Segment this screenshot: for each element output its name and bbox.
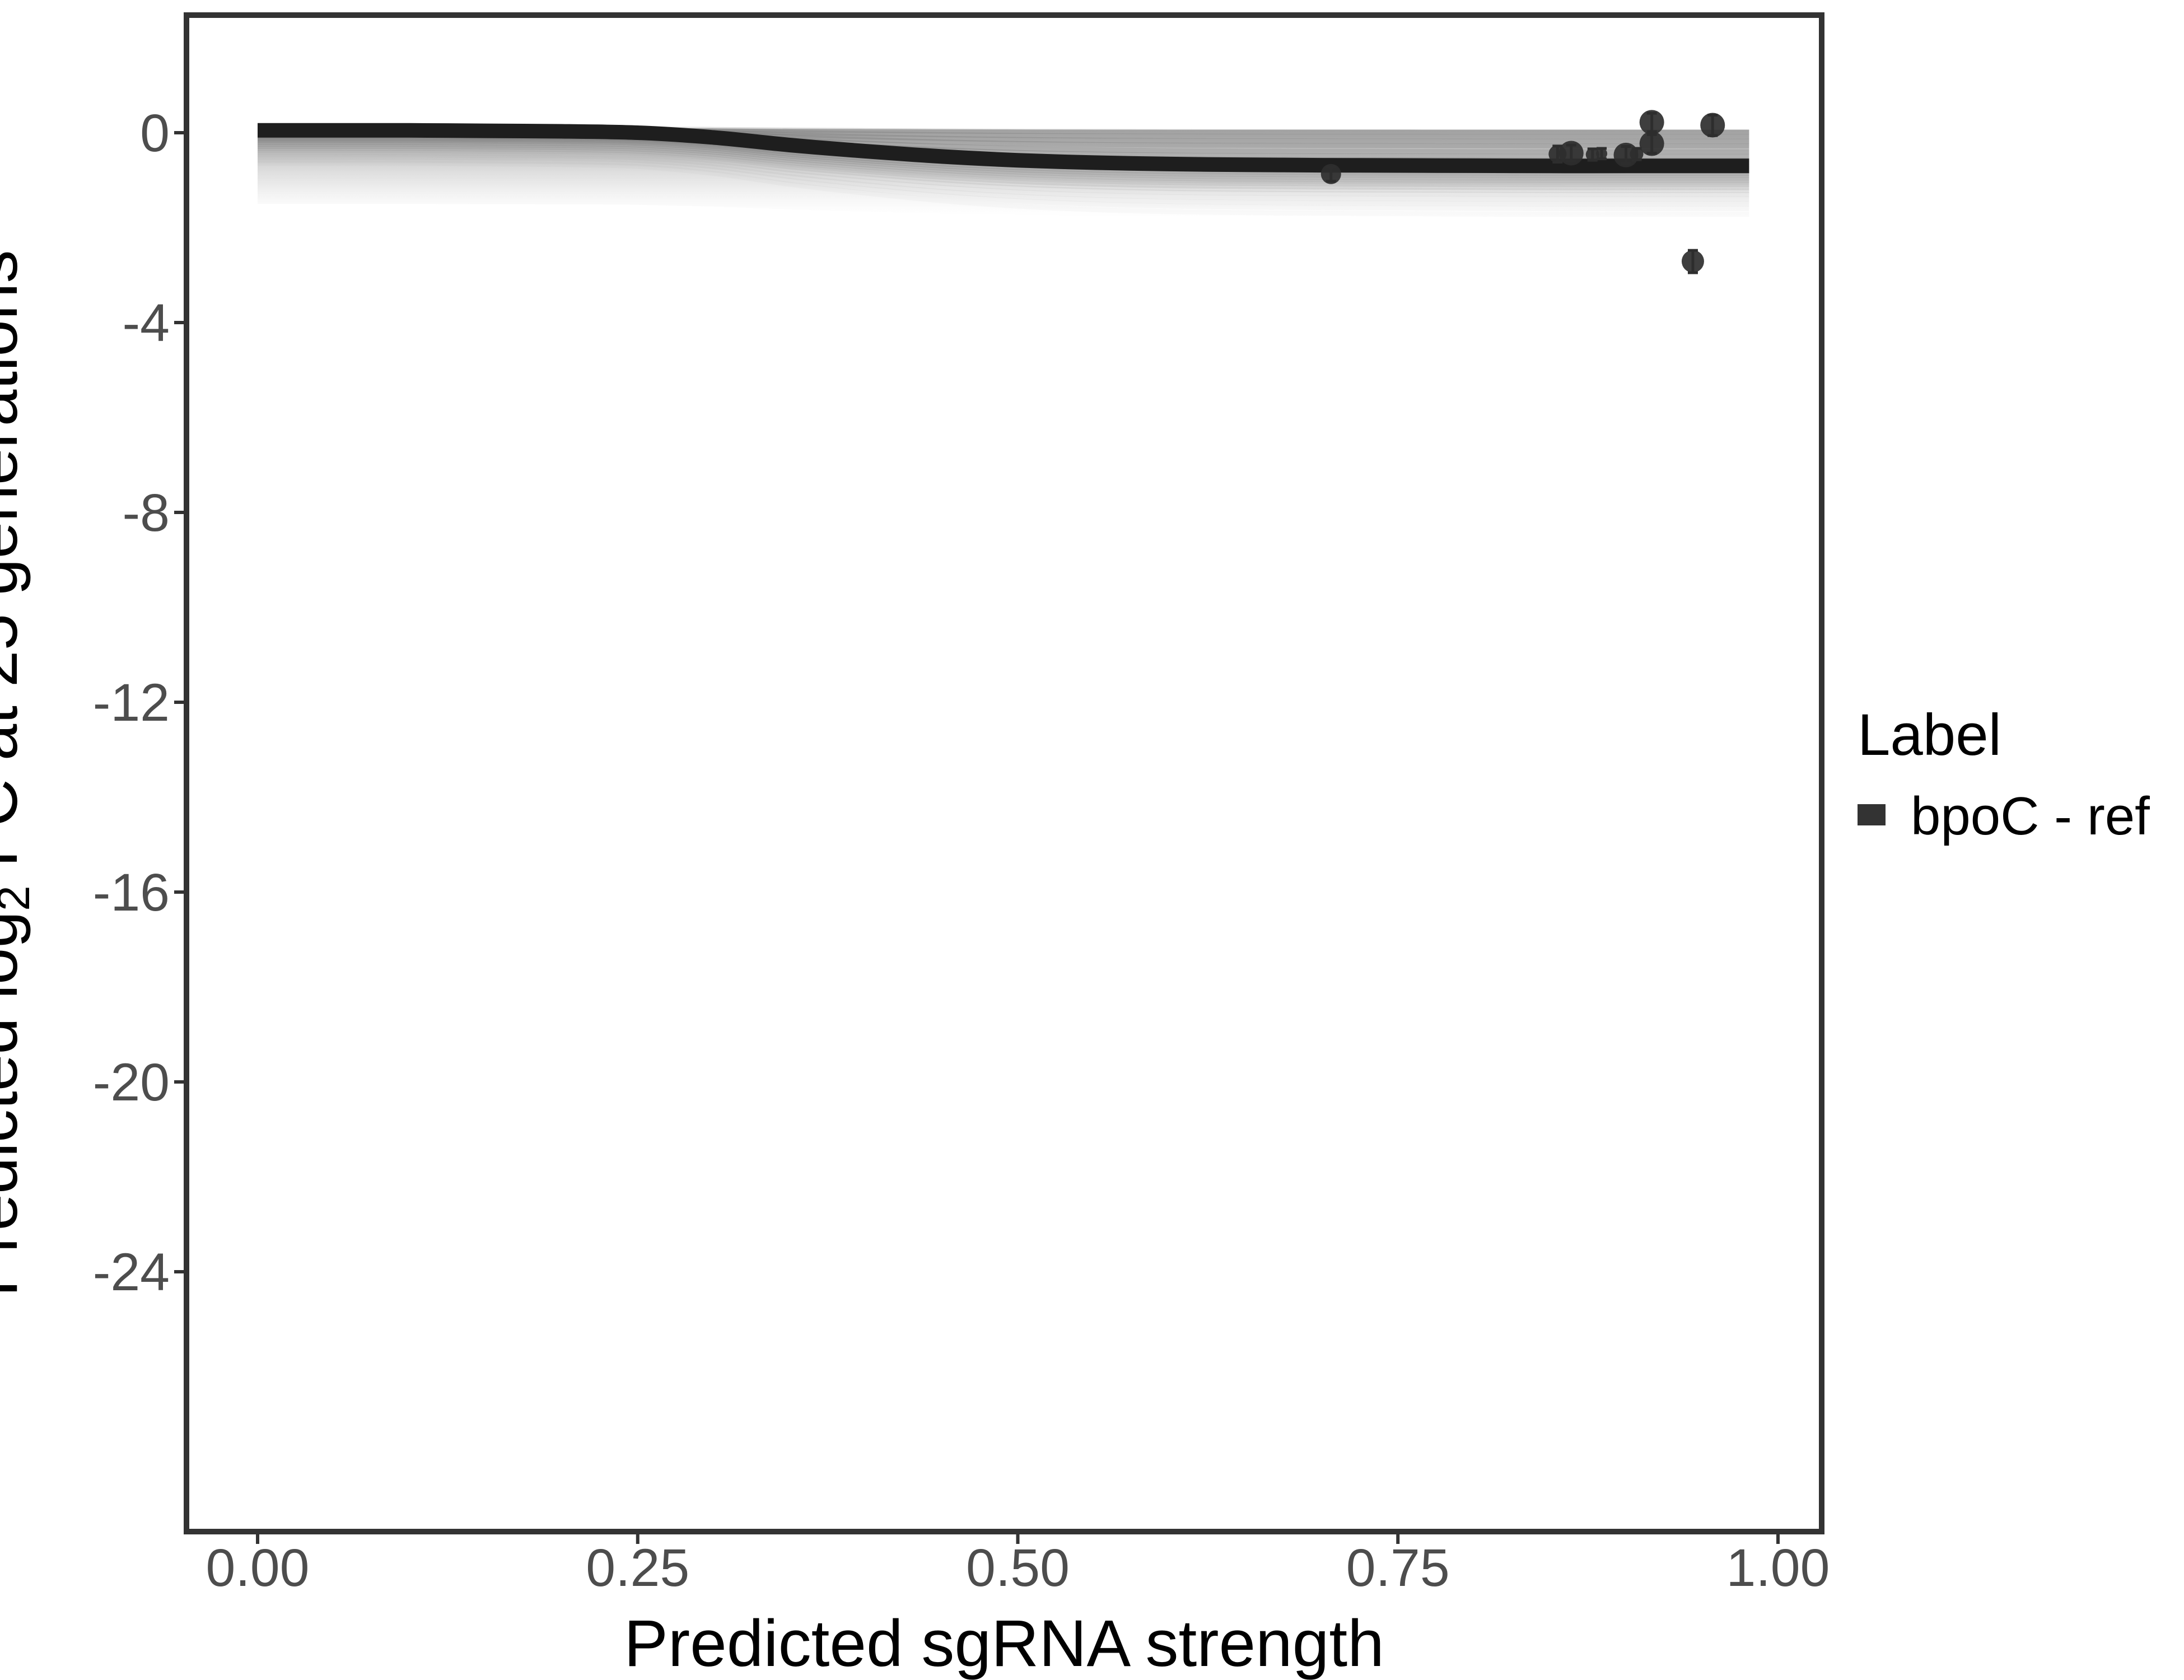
y-axis-title: Predicted log2 FC at 25 generations — [0, 250, 39, 1296]
y-tick-label: -8 — [123, 483, 170, 543]
data-point — [1320, 164, 1341, 184]
posterior-draw-line — [258, 138, 1749, 181]
x-tick-label: 0.25 — [586, 1538, 689, 1598]
posterior-draw-line — [257, 140, 1749, 183]
posterior-draw-line — [257, 157, 1749, 212]
posterior-draw-line — [258, 155, 1749, 207]
legend: Label bpoC - ref — [1858, 702, 2150, 846]
x-tick-label: 1.00 — [1726, 1538, 1830, 1598]
y-axis-title-pre: Predicted log — [0, 911, 31, 1297]
x-tick-label: 0.50 — [966, 1538, 1070, 1598]
x-tick-label: 0.00 — [206, 1538, 310, 1598]
posterior-draw-line — [258, 137, 1749, 178]
y-tick-label: -4 — [123, 293, 170, 353]
data-point — [1681, 250, 1704, 273]
posterior-draw-line — [258, 152, 1749, 202]
data-point — [1630, 147, 1644, 161]
legend-title: Label — [1858, 702, 2001, 768]
y-tick-label: -12 — [93, 673, 170, 732]
posterior-draw-line — [258, 144, 1749, 188]
data-point — [1558, 141, 1584, 166]
data-point — [1585, 147, 1599, 161]
posterior-draw-line — [258, 142, 1749, 185]
data-point — [1639, 131, 1664, 156]
y-tick-label: -16 — [93, 863, 170, 922]
y-tick-label: 0 — [140, 104, 170, 163]
uncertainty-band — [258, 128, 1749, 217]
y-tick-label: -24 — [93, 1243, 170, 1302]
posterior-draw-line — [258, 147, 1749, 193]
posterior-draw-line — [257, 146, 1749, 190]
x-axis-title: Predicted sgRNA strength — [624, 1607, 1384, 1680]
data-point — [1596, 148, 1608, 160]
chart-layer — [257, 110, 1749, 274]
y-axis-title-post: FC at 25 generations — [0, 250, 31, 885]
x-tick-label: 0.75 — [1346, 1538, 1450, 1598]
posterior-draw-line — [258, 150, 1749, 197]
legend-item-label: bpoC - ref — [1911, 786, 2150, 846]
data-point — [1700, 113, 1725, 138]
y-axis-title-subscript: 2 — [0, 885, 39, 911]
plot-panel — [186, 15, 1822, 1532]
panel-border — [184, 12, 1824, 1534]
axes-layer: 0.00 0.25 0.50 0.75 1.00 0 -4 -8 -12 -16 -20 -24 — [93, 104, 1830, 1598]
data-point — [1639, 110, 1664, 135]
median-line — [258, 123, 1749, 174]
legend-key-line-swatch — [1858, 804, 1886, 825]
y-tick-label: -20 — [93, 1053, 170, 1112]
